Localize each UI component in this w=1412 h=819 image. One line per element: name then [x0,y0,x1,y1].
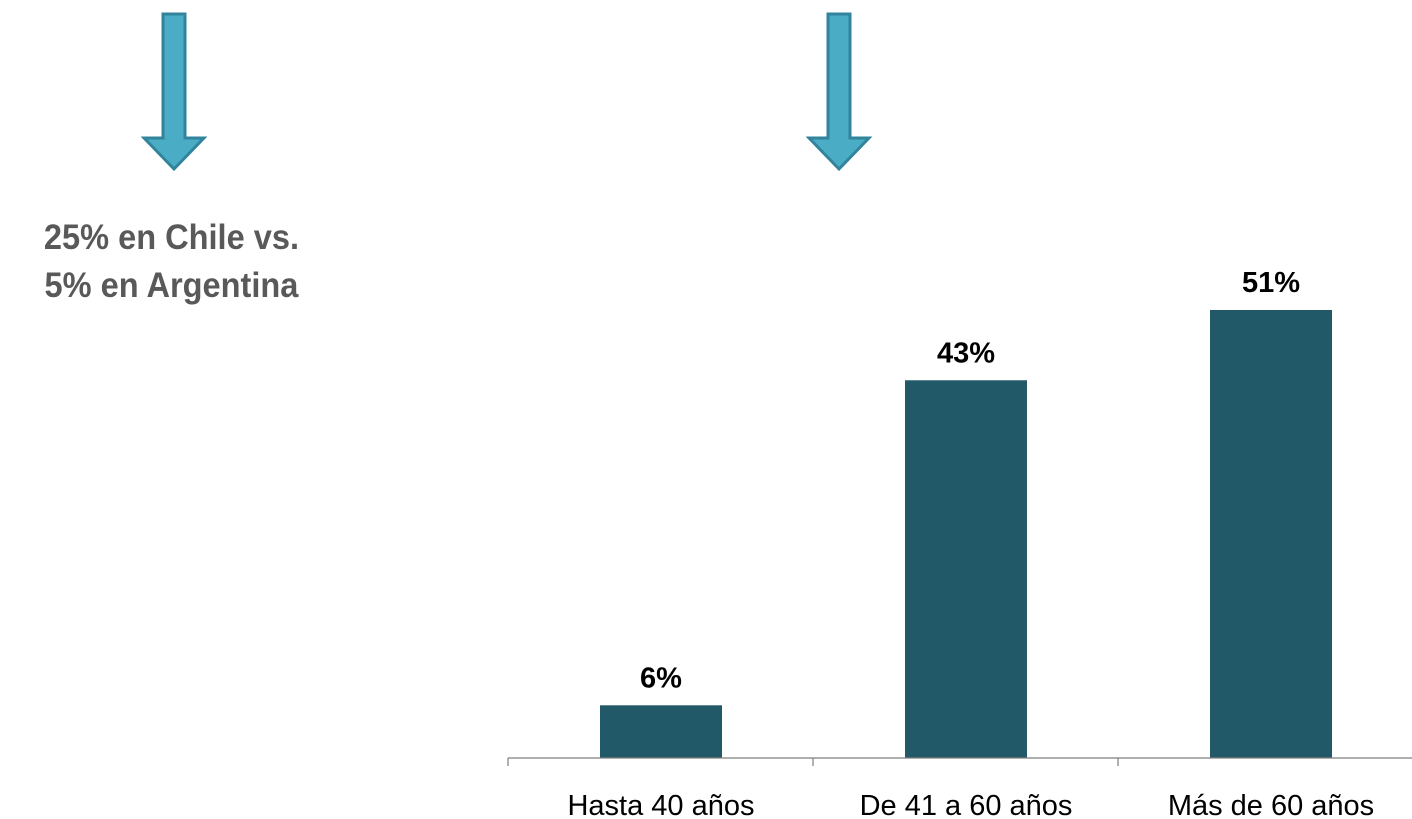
category-label: Más de 60 años [1168,790,1374,819]
data-label: 51% [1242,267,1300,299]
category-label: De 41 a 60 años [860,790,1073,819]
data-label: 43% [937,337,995,369]
callout-line-2: 5% en Argentina [44,266,299,305]
labels-group: 6% Hasta 40 años 43% De 41 a 60 años 51% Más … [567,267,1374,819]
callout-text: 25% en Chile vs. 5% en Argentina [18,214,325,310]
bar [905,380,1027,758]
bar [1210,310,1332,758]
bars-group [600,310,1332,758]
x-axis-line [507,757,1412,766]
down-arrow-icon [141,12,207,172]
callout-line-1: 25% en Chile vs. [43,218,299,257]
data-label: 6% [640,662,682,694]
down-arrow-icon [806,12,872,172]
category-label: Hasta 40 años [567,790,754,819]
x-axis [507,757,1412,766]
bar [600,705,722,758]
